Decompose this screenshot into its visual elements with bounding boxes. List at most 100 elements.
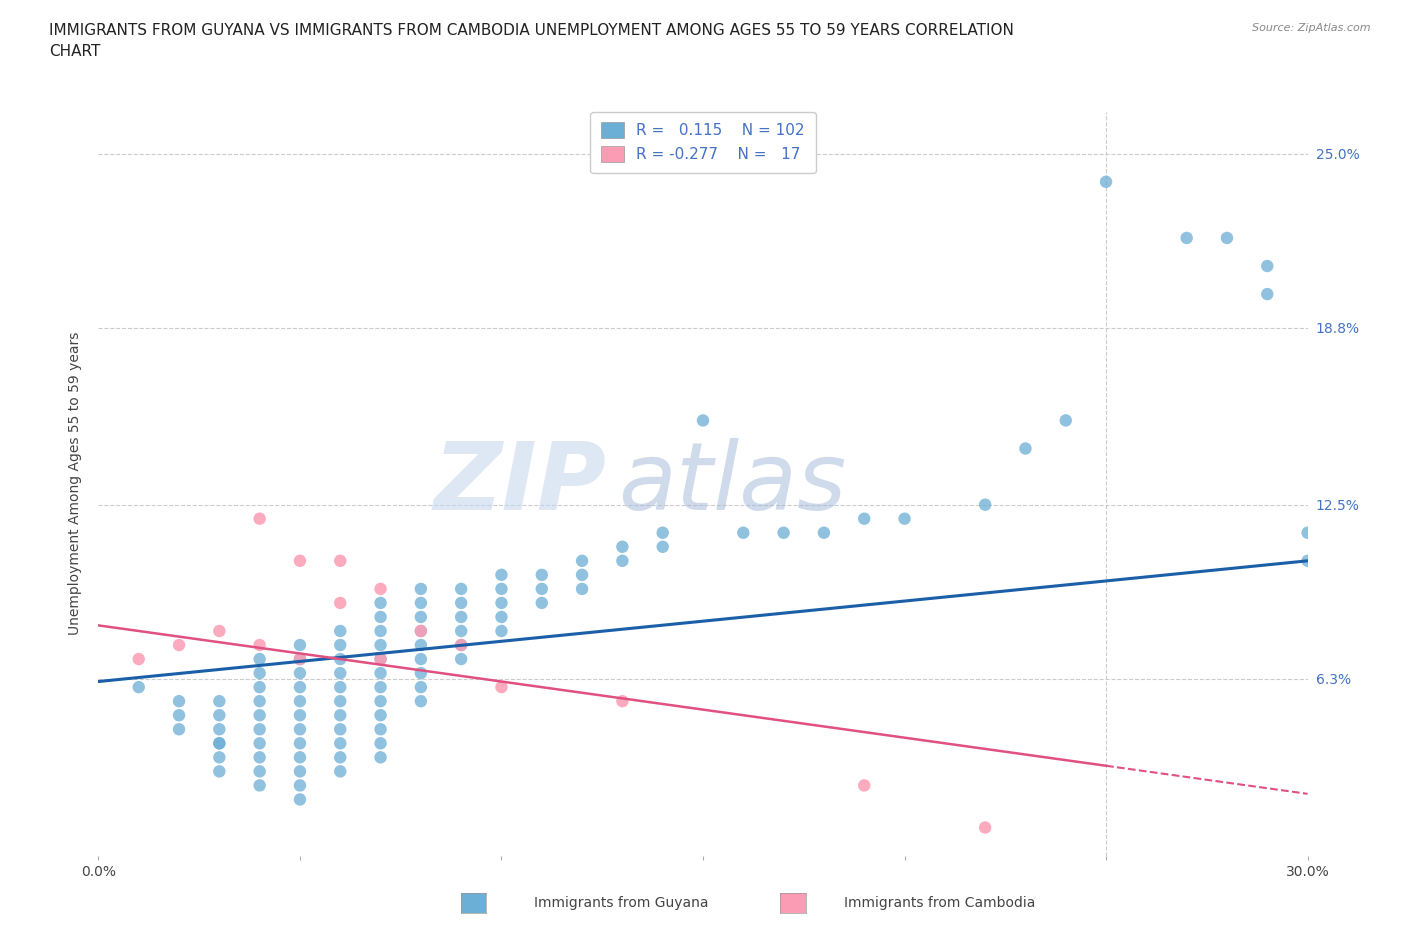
Point	[1256, 259, 1278, 273]
Point	[491, 680, 513, 695]
Y-axis label: Unemployment Among Ages 55 to 59 years: Unemployment Among Ages 55 to 59 years	[69, 332, 83, 635]
Point	[530, 567, 553, 582]
Point	[571, 567, 593, 582]
Point	[370, 581, 392, 596]
Point	[329, 623, 352, 638]
Point	[571, 581, 593, 596]
Point	[329, 722, 352, 737]
Point	[167, 694, 190, 709]
Point	[409, 623, 432, 638]
Point	[612, 694, 634, 709]
Point	[288, 638, 311, 653]
Point	[692, 413, 714, 428]
Point	[651, 525, 673, 540]
Point	[288, 553, 311, 568]
Point	[249, 778, 271, 793]
Point	[1216, 231, 1239, 246]
Point	[370, 694, 392, 709]
Point	[249, 708, 271, 723]
Point	[1256, 286, 1278, 301]
Point	[450, 652, 472, 667]
Point	[409, 666, 432, 681]
Point	[249, 638, 271, 653]
Point	[1296, 525, 1319, 540]
Point	[249, 736, 271, 751]
Point	[329, 764, 352, 778]
Point	[329, 736, 352, 751]
Point	[370, 595, 392, 610]
Point	[288, 666, 311, 681]
Point	[370, 638, 392, 653]
Text: atlas: atlas	[619, 438, 846, 529]
Point	[409, 595, 432, 610]
Point	[450, 638, 472, 653]
Point	[249, 722, 271, 737]
Point	[491, 595, 513, 610]
Text: IMMIGRANTS FROM GUYANA VS IMMIGRANTS FROM CAMBODIA UNEMPLOYMENT AMONG AGES 55 TO: IMMIGRANTS FROM GUYANA VS IMMIGRANTS FRO…	[49, 23, 1014, 60]
Point	[329, 553, 352, 568]
Point	[208, 722, 231, 737]
Point	[974, 498, 997, 512]
Point	[288, 736, 311, 751]
Point	[329, 652, 352, 667]
Point	[530, 581, 553, 596]
Point	[288, 652, 311, 667]
Point	[450, 638, 472, 653]
Point	[370, 736, 392, 751]
Point	[409, 638, 432, 653]
Point	[450, 595, 472, 610]
Point	[288, 764, 311, 778]
Point	[409, 680, 432, 695]
Point	[733, 525, 755, 540]
Point	[491, 581, 513, 596]
Point	[288, 680, 311, 695]
Point	[409, 694, 432, 709]
Point	[329, 694, 352, 709]
Point	[370, 680, 392, 695]
Point	[612, 539, 634, 554]
Point	[370, 652, 392, 667]
Legend: R =   0.115    N = 102, R = -0.277    N =   17: R = 0.115 N = 102, R = -0.277 N = 17	[591, 112, 815, 173]
Point	[249, 680, 271, 695]
Point	[370, 666, 392, 681]
Point	[208, 694, 231, 709]
Point	[893, 512, 915, 526]
Point	[249, 750, 271, 764]
Point	[409, 652, 432, 667]
Point	[167, 722, 190, 737]
Point	[772, 525, 794, 540]
Point	[370, 722, 392, 737]
Text: Immigrants from Cambodia: Immigrants from Cambodia	[844, 896, 1035, 910]
Point	[249, 512, 271, 526]
Point	[249, 652, 271, 667]
Point	[409, 623, 432, 638]
Point	[651, 539, 673, 554]
Point	[491, 623, 513, 638]
Point	[813, 525, 835, 540]
Point	[329, 750, 352, 764]
Point	[1095, 174, 1118, 189]
Point	[208, 764, 231, 778]
Point	[128, 652, 150, 667]
Point	[288, 792, 311, 807]
Point	[491, 609, 513, 624]
Point	[329, 595, 352, 610]
Point	[288, 750, 311, 764]
Point	[329, 666, 352, 681]
Point	[853, 512, 876, 526]
Point	[530, 595, 553, 610]
Point	[128, 680, 150, 695]
Point	[208, 736, 231, 751]
Point	[288, 778, 311, 793]
Text: Immigrants from Guyana: Immigrants from Guyana	[534, 896, 709, 910]
Point	[450, 623, 472, 638]
Point	[288, 694, 311, 709]
Point	[370, 750, 392, 764]
Point	[249, 666, 271, 681]
Point	[288, 722, 311, 737]
Point	[974, 820, 997, 835]
Point	[853, 778, 876, 793]
Point	[329, 638, 352, 653]
Point	[208, 623, 231, 638]
Point	[612, 553, 634, 568]
